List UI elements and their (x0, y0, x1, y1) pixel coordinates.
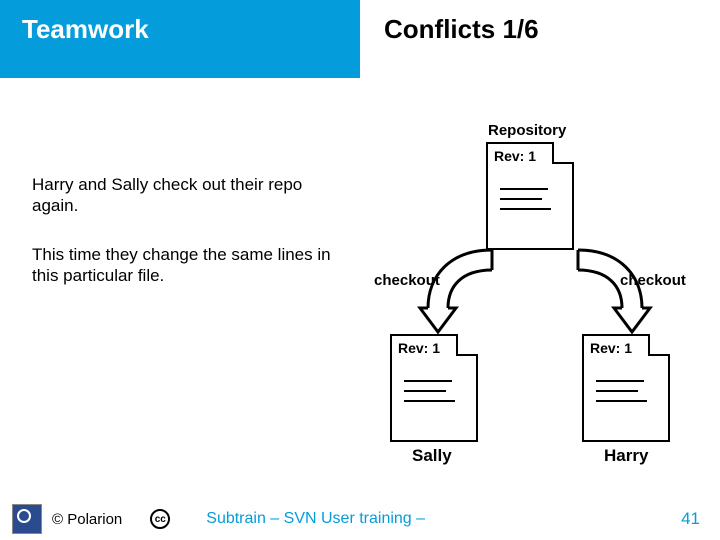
page-number: 41 (681, 509, 700, 529)
body-paragraph-1: Harry and Sally check out their repo aga… (32, 174, 332, 217)
harry-label: Harry (604, 446, 648, 466)
header-right: Conflicts 1/6 (360, 0, 720, 78)
slide-header: Teamwork Conflicts 1/6 (0, 0, 720, 78)
arrow-right-icon (560, 246, 650, 351)
slide: Teamwork Conflicts 1/6 Harry and Sally c… (0, 0, 720, 540)
header-title-left: Teamwork (22, 14, 360, 45)
cc-icon: cc (150, 509, 170, 529)
doc-lines-icon (500, 188, 560, 218)
repository-title: Repository (488, 122, 566, 139)
doc-lines-icon (596, 380, 656, 410)
diagram: Repository Rev: 1 Rev: 1 Rev: 1 Sally Ha… (360, 126, 700, 456)
repository-rev: Rev: 1 (494, 148, 536, 164)
doc-lines-icon (404, 380, 464, 410)
training-text: Subtrain – SVN User training – (206, 510, 425, 528)
polarion-logo-icon (12, 504, 42, 534)
footer: © Polarion cc Subtrain – SVN User traini… (0, 498, 720, 540)
header-left: Teamwork (0, 0, 360, 78)
repository-doc: Repository Rev: 1 (486, 142, 574, 250)
sally-label: Sally (412, 446, 452, 466)
body-paragraph-2: This time they change the same lines in … (32, 244, 332, 287)
header-title-right: Conflicts 1/6 (384, 14, 720, 45)
copyright-text: © Polarion (52, 511, 122, 528)
